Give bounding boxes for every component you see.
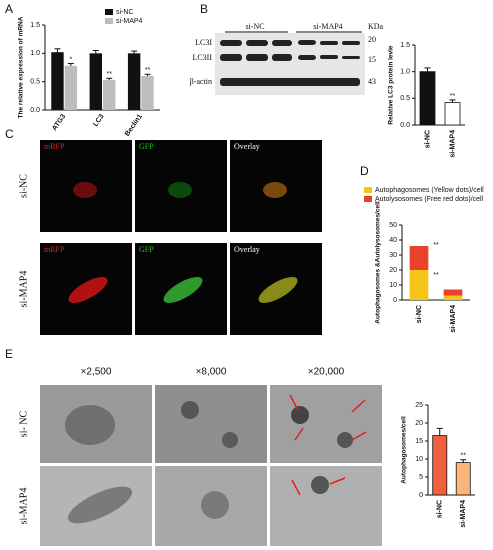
significance: * xyxy=(70,56,73,63)
legend-swatch xyxy=(105,9,113,15)
legend-label: si-NC xyxy=(116,9,134,16)
significance: ** xyxy=(450,93,456,100)
channel-label: mRFP xyxy=(44,142,65,151)
x-tick-label: LC3 xyxy=(92,113,105,128)
bar xyxy=(103,79,116,110)
y-tick-label: 0 xyxy=(419,492,423,499)
channel-label: Overlay xyxy=(234,245,260,254)
lane-label: si-MAP4 xyxy=(313,22,342,31)
y-tick-label: 0.0 xyxy=(400,122,410,129)
bar xyxy=(127,53,141,110)
y-tick-label: 10 xyxy=(415,456,423,463)
bar xyxy=(141,76,154,110)
y-tick-label: 1.5 xyxy=(30,22,40,29)
blot-bands xyxy=(220,40,360,86)
channel-label: GFP xyxy=(139,245,154,254)
significance: ** xyxy=(106,71,112,78)
bar xyxy=(89,53,102,110)
panel-label: B xyxy=(200,2,208,16)
unit-label: KDa xyxy=(368,22,384,31)
y-tick-label: 1.5 xyxy=(400,42,410,49)
bar xyxy=(51,52,64,110)
panel-label: C xyxy=(5,127,14,141)
y-tick-label: 20 xyxy=(415,420,423,427)
x-tick-label: si-NC xyxy=(437,500,444,518)
legend-label: Autophagosomes (Yellow dots)/cell xyxy=(375,187,484,194)
bar xyxy=(455,462,471,496)
group-label: si- NC xyxy=(18,410,29,437)
panel-label: E xyxy=(5,347,13,361)
magnification-label: ×8,000 xyxy=(196,367,227,378)
y-tick-label: 1.0 xyxy=(400,69,410,76)
y-tick-label: 1.0 xyxy=(30,50,40,57)
group-label: si-MAP4 xyxy=(18,488,29,525)
band-label: LC3II xyxy=(192,53,212,62)
panel-label: A xyxy=(5,2,13,16)
x-tick-label: si-MAP4 xyxy=(449,130,456,158)
y-tick-label: 15 xyxy=(415,438,423,445)
bar-segment xyxy=(409,246,429,270)
bar-segment xyxy=(443,295,463,300)
bar xyxy=(64,65,78,110)
bar xyxy=(419,71,436,126)
y-tick-label: 0.0 xyxy=(30,107,40,114)
band-label: β-actin xyxy=(190,77,212,86)
magnification-label: ×2,500 xyxy=(81,367,112,378)
y-axis-label: The relative expression of mRNA xyxy=(18,16,25,118)
group-label: si-MAP4 xyxy=(18,271,29,308)
y-tick-label: 0 xyxy=(393,297,397,304)
band-label: LC3I xyxy=(195,38,212,47)
panel-label: D xyxy=(360,164,369,178)
lane-label: si-NC xyxy=(245,22,264,31)
bar-segment xyxy=(443,289,463,296)
marker-label: 15 xyxy=(368,55,376,64)
microscopy-images xyxy=(40,140,322,335)
x-tick-label: Beclin1 xyxy=(124,113,144,137)
legend-swatch xyxy=(105,18,113,24)
channel-label: mRFP xyxy=(44,245,65,254)
significance: ** xyxy=(145,67,151,74)
x-tick-label: si-NC xyxy=(416,305,423,323)
em-images xyxy=(40,385,382,546)
y-tick-label: 20 xyxy=(389,267,397,274)
marker-label: 43 xyxy=(368,77,376,86)
legend-swatch xyxy=(364,196,372,202)
significance: ** xyxy=(433,242,439,249)
significance: ** xyxy=(433,272,439,279)
x-tick-label: si-NC xyxy=(424,130,431,148)
channel-label: GFP xyxy=(139,142,154,151)
group-label: si-NC xyxy=(18,174,29,198)
y-tick-label: 40 xyxy=(389,237,397,244)
x-tick-label: ATG3 xyxy=(51,113,67,132)
y-tick-label: 50 xyxy=(389,222,397,229)
x-tick-label: si-MAP4 xyxy=(450,305,457,333)
legend-label: Autolysosomes (Free red dots)/cell xyxy=(375,196,484,203)
magnification-label: ×20,000 xyxy=(308,367,345,378)
marker-label: 20 xyxy=(368,35,376,44)
y-axis-label: Relative LC3 protein levle xyxy=(388,45,395,124)
bar xyxy=(432,435,448,496)
y-tick-label: 0.5 xyxy=(400,95,410,102)
y-axis-label: Autophagosomes/cell xyxy=(401,416,408,484)
y-tick-label: 30 xyxy=(389,252,397,259)
y-tick-label: 10 xyxy=(389,282,397,289)
legend-swatch xyxy=(364,187,372,193)
bar-segment xyxy=(409,270,429,300)
y-tick-label: 0.5 xyxy=(30,79,40,86)
bar xyxy=(444,102,461,126)
channel-label: Overlay xyxy=(234,142,260,151)
y-tick-label: 25 xyxy=(415,402,423,409)
significance: ** xyxy=(461,453,467,460)
y-tick-label: 5 xyxy=(419,474,423,481)
legend-label: si-MAP4 xyxy=(116,18,143,25)
y-axis-label: Autophagosomes &Autolysosomes/cell xyxy=(375,201,382,324)
x-tick-label: si-MAP4 xyxy=(460,500,467,528)
